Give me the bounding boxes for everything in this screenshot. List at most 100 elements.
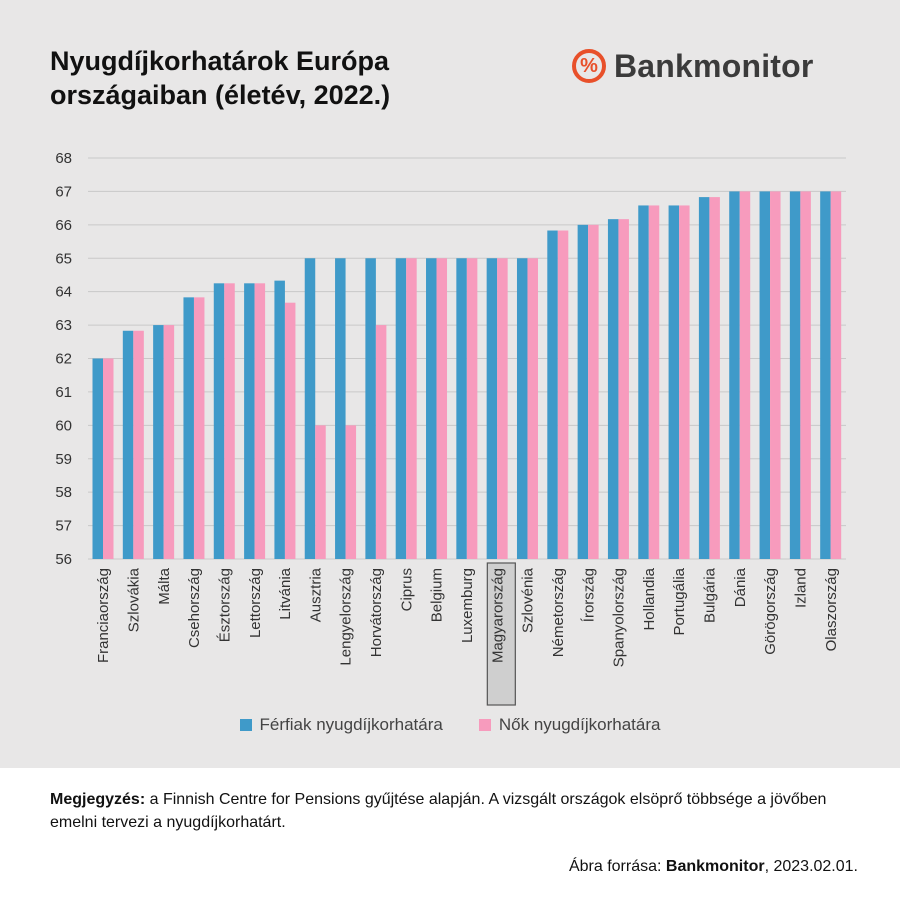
- bar-women: [315, 425, 326, 559]
- y-tick-label: 58: [55, 484, 72, 501]
- x-tick-label: Szlovénia: [520, 567, 537, 633]
- x-tick-label: Lengyelország: [338, 568, 355, 666]
- x-tick-label: Spanyolország: [611, 568, 628, 667]
- x-tick-label: Ausztria: [307, 567, 324, 622]
- legend-swatch-women: [478, 719, 491, 731]
- x-tick-label: Ciprus: [398, 568, 415, 611]
- x-tick-label: Lettország: [247, 568, 264, 638]
- y-tick-label: 63: [55, 317, 72, 334]
- x-axis-labels: Franciaország Szlovákia Málta Csehország Ész…: [95, 562, 840, 706]
- source-line: Ábra forrása: Bankmonitor, 2023.02.01.: [569, 858, 858, 876]
- bar-women: [497, 258, 508, 559]
- bar-men: [244, 283, 255, 559]
- bar-women: [830, 191, 842, 559]
- legend-label-women: Nők nyugdíjkorhatára: [498, 715, 661, 734]
- x-tick-label: Bulgária: [702, 567, 719, 623]
- y-axis-ticks: 56 57 58 59 60 61 62 63 64 65 66 67 68: [55, 150, 72, 568]
- bar-women: [284, 302, 296, 559]
- y-tick-label: 57: [55, 518, 72, 535]
- bar-women: [133, 330, 144, 559]
- bar-men: [395, 258, 407, 559]
- bar-women: [527, 258, 538, 559]
- bar-men: [304, 258, 316, 559]
- x-tick-label: Olaszország: [823, 568, 840, 651]
- bar-women: [406, 258, 417, 559]
- source-brand: Bankmonitor: [665, 858, 765, 875]
- x-tick-label: Görögország: [762, 568, 779, 655]
- bar-men: [698, 197, 710, 559]
- chart-title: Nyugdíjkorhatárok Európa országaiban (él…: [50, 46, 391, 110]
- bar-men: [183, 297, 194, 559]
- bar-men: [547, 230, 558, 559]
- brand-logo: % Bankmonitor: [572, 44, 814, 88]
- bar-women: [800, 191, 811, 559]
- x-tick-label: Litvánia: [277, 567, 294, 619]
- bar-women: [375, 325, 387, 559]
- bar-women: [709, 197, 720, 559]
- legend-item-men: Férfiak nyugdíjkorhatára: [239, 715, 443, 735]
- bar-men: [486, 258, 498, 559]
- bar-women: [588, 224, 599, 560]
- bar-women: [618, 219, 629, 559]
- note-text: a Finnish Centre for Pensions gyűjtése a…: [50, 791, 827, 831]
- bar-chart: 56 57 58 59 60 61 62 63 64 65 66 67 68 Franciaország…: [55, 150, 846, 706]
- y-tick-label: 68: [55, 150, 72, 167]
- legend-swatch-men: [239, 719, 252, 731]
- x-tick-label: Írország: [580, 568, 597, 622]
- bar-men: [213, 283, 225, 559]
- bar-men: [122, 330, 134, 559]
- percent-icon: %: [572, 49, 606, 83]
- note: Megjegyzés: a Finnish Centre for Pension…: [50, 788, 830, 834]
- x-tick-label: Németország: [550, 568, 567, 657]
- bar-women: [466, 258, 478, 559]
- legend-label-men: Férfiak nyugdíjkorhatára: [259, 715, 443, 734]
- x-tick-label: Hollandia: [641, 567, 658, 630]
- bar-men: [92, 358, 103, 559]
- bar-men: [759, 191, 771, 559]
- bar-men: [607, 219, 619, 559]
- x-tick-label: Málta: [156, 567, 173, 604]
- bar-women: [345, 425, 357, 559]
- x-tick-label: Szlovákia: [125, 567, 142, 632]
- x-tick-label: Horvátország: [368, 568, 385, 657]
- brand-name: Bankmonitor: [614, 47, 814, 84]
- bar-women: [648, 205, 660, 559]
- bar-women: [739, 191, 751, 559]
- bar-women: [436, 258, 448, 559]
- bar-women: [679, 205, 690, 559]
- bar-women: [224, 283, 235, 559]
- bar-men: [365, 258, 376, 559]
- bar-men: [820, 191, 831, 559]
- legend: Férfiak nyugdíjkorhatára Nők nyugdíjkorh…: [0, 715, 900, 735]
- x-tick-label: Belgium: [429, 568, 446, 622]
- y-tick-label: 65: [55, 250, 72, 267]
- highlight-box: [486, 562, 516, 706]
- bar-women: [254, 283, 266, 559]
- y-tick-label: 67: [55, 183, 72, 200]
- bar-men: [516, 258, 528, 559]
- bar-women: [770, 191, 781, 559]
- bar-women: [103, 358, 114, 559]
- x-tick-label: Portugália: [671, 567, 688, 635]
- x-tick-label: Luxemburg: [459, 568, 476, 643]
- bar-men: [789, 191, 801, 559]
- y-tick-label: 59: [55, 451, 72, 468]
- bar-men: [577, 224, 589, 560]
- bar-men: [456, 258, 467, 559]
- bar-women: [163, 325, 175, 559]
- source-prefix: Ábra forrása:: [568, 858, 662, 875]
- y-tick-label: 66: [55, 217, 72, 234]
- x-tick-label: Magyarország: [489, 568, 506, 663]
- y-tick-label: 56: [55, 551, 72, 568]
- y-tick-label: 61: [55, 384, 72, 401]
- note-label: Megjegyzés:: [50, 791, 146, 808]
- bar-men: [668, 205, 680, 559]
- source-date: , 2023.02.01.: [764, 858, 858, 875]
- bar-men: [426, 258, 437, 559]
- bar-men: [153, 325, 164, 559]
- bar-women: [193, 297, 205, 559]
- legend-item-women: Nők nyugdíjkorhatára: [478, 715, 661, 735]
- x-tick-label: Észtország: [216, 568, 233, 642]
- x-tick-label: Csehország: [186, 568, 203, 648]
- y-tick-label: 60: [55, 417, 72, 434]
